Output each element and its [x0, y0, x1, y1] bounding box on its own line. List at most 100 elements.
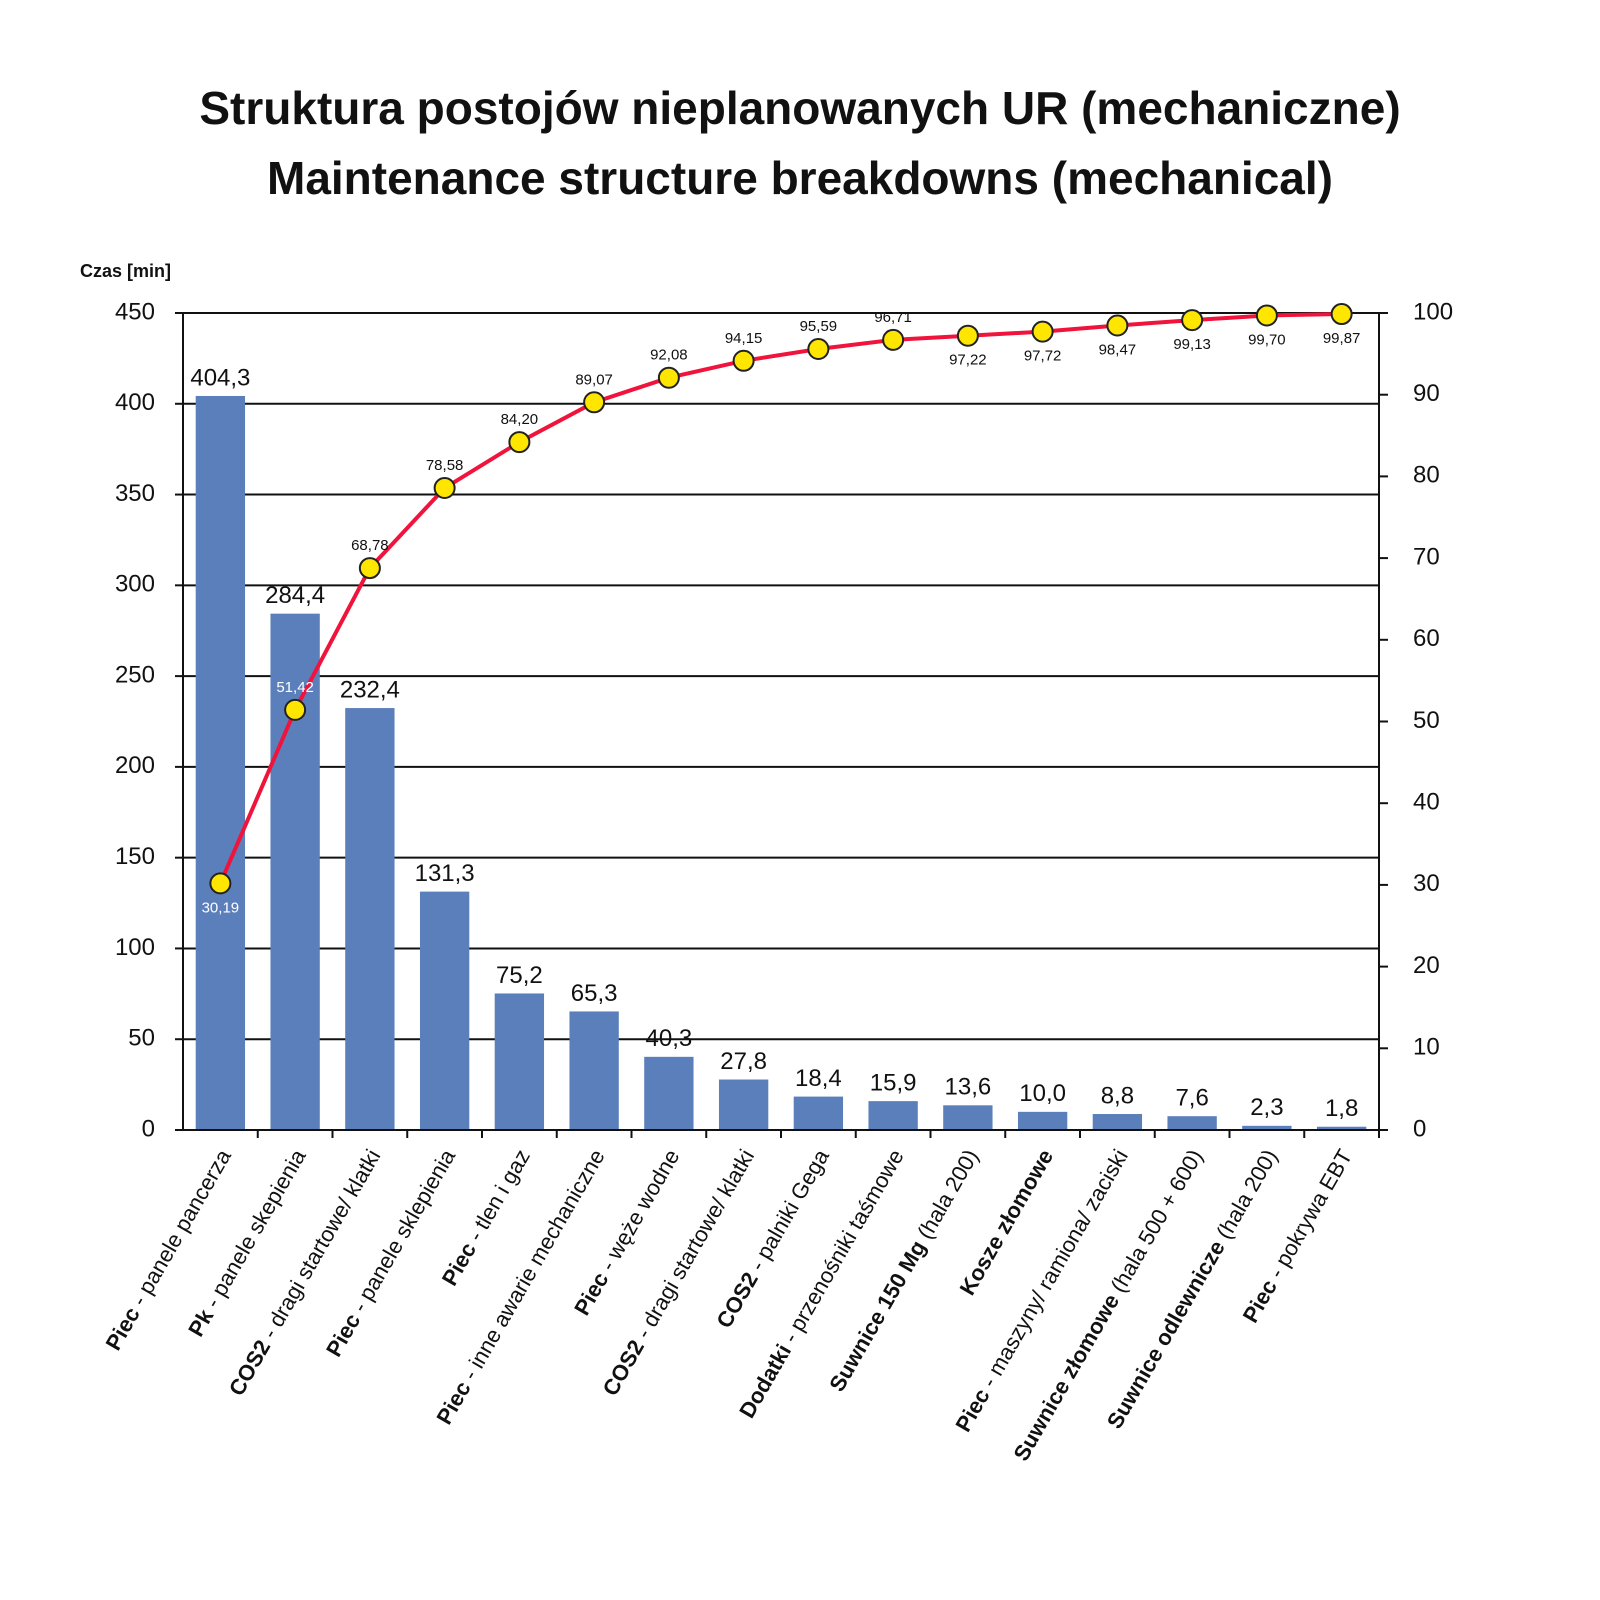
- bar-value-label: 10,0: [1019, 1080, 1066, 1107]
- y-tick-label: 300: [115, 571, 155, 598]
- category-text: - maszyny/ ramiona/ zaciski: [973, 1145, 1133, 1397]
- line-marker: [956, 324, 979, 347]
- bar-value-label: 13,6: [945, 1074, 992, 1101]
- line-marker: [882, 328, 905, 351]
- bar-value-label: 40,3: [646, 1025, 693, 1052]
- y-tick-label: 400: [115, 389, 155, 416]
- point-label: 97,22: [949, 352, 987, 369]
- category-text: (hala 200): [909, 1145, 983, 1249]
- point-label: 99,13: [1173, 336, 1211, 353]
- bar: [1017, 1111, 1068, 1130]
- y2-tick-label: 40: [1413, 789, 1440, 816]
- point-label: 95,59: [800, 318, 838, 335]
- line-marker: [358, 557, 381, 580]
- bar-value-label: 8,8: [1101, 1082, 1134, 1109]
- category-bold: COS2: [224, 1335, 276, 1399]
- point-label: 99,70: [1248, 331, 1286, 348]
- bar-value-label: 284,4: [265, 582, 325, 609]
- bar: [1316, 1126, 1367, 1130]
- point-label: 97,72: [1024, 348, 1062, 365]
- bar: [644, 1056, 694, 1130]
- bar-value-label: 7,6: [1175, 1085, 1208, 1112]
- x-tick-label: COS2 - dragi startowe/ klatki: [597, 1145, 759, 1400]
- point-label: 89,07: [575, 371, 613, 388]
- y-tick-label: 350: [115, 480, 155, 507]
- line-marker: [657, 366, 680, 389]
- bar-value-label: 75,2: [496, 962, 543, 989]
- bar: [195, 395, 246, 1130]
- y2-tick-label: 70: [1413, 543, 1440, 570]
- bar: [868, 1101, 918, 1130]
- x-tick-label: COS2 - dragi startowe/ klatki: [224, 1145, 386, 1400]
- bar-value-label: 1,8: [1325, 1095, 1358, 1122]
- category-text: (hala 200): [1208, 1145, 1282, 1249]
- y-tick-label: 150: [115, 843, 155, 870]
- line-marker: [1255, 304, 1278, 327]
- line: [218, 312, 1342, 885]
- x-tick-label: Piec - panele pancerza: [100, 1144, 236, 1354]
- line-marker: [433, 477, 456, 500]
- y2-tick-label: 80: [1413, 462, 1440, 489]
- y2-tick-label: 90: [1413, 380, 1440, 407]
- line-marker: [583, 391, 606, 414]
- line-marker: [508, 431, 531, 454]
- bar: [1167, 1116, 1217, 1130]
- point-label: 96,71: [874, 309, 912, 326]
- bar-value-label: 18,4: [795, 1065, 842, 1092]
- bar: [718, 1079, 769, 1130]
- y2-tick-label: 100: [1413, 298, 1453, 325]
- line-marker: [807, 338, 830, 361]
- y2-tick-label: 20: [1413, 952, 1440, 979]
- category-text: - inne awarie mechaniczne: [454, 1145, 610, 1389]
- bar: [793, 1096, 844, 1130]
- category-text: - tlen i gaz: [459, 1145, 534, 1251]
- bar-value-label: 65,3: [571, 980, 618, 1007]
- point-label: 68,78: [351, 537, 389, 554]
- line-marker: [1181, 309, 1204, 332]
- y2-tick-label: 50: [1413, 707, 1440, 734]
- bar: [494, 993, 545, 1130]
- y2-tick-label: 0: [1413, 1115, 1426, 1142]
- y-tick-label: 100: [115, 934, 155, 961]
- point-label: 30,19: [202, 899, 240, 916]
- chart-subtitle: Maintenance structure breakdowns (mechan…: [267, 152, 1333, 204]
- y-tick-label: 200: [115, 752, 155, 779]
- category-bold: COS2: [597, 1335, 649, 1399]
- bar: [943, 1105, 993, 1130]
- y2-tick-label: 10: [1413, 1034, 1440, 1061]
- line-marker: [1106, 314, 1129, 337]
- point-label: 94,15: [725, 330, 763, 347]
- y-tick-label: 250: [115, 661, 155, 688]
- bar-value-label: 131,3: [415, 860, 475, 887]
- y-tick-label: 0: [142, 1115, 155, 1142]
- bar-value-label: 15,9: [870, 1069, 917, 1096]
- y-axis-label: Czas [min]: [80, 261, 171, 281]
- line-marker: [284, 698, 307, 721]
- bar-value-label: 2,3: [1250, 1094, 1283, 1121]
- y-tick-label: 50: [128, 1025, 155, 1052]
- bar: [569, 1011, 619, 1130]
- bar: [1242, 1125, 1292, 1130]
- plot-frame: [182, 312, 1380, 1131]
- bar: [345, 708, 395, 1130]
- line-marker: [1031, 320, 1054, 343]
- y2-tick-label: 60: [1413, 625, 1440, 652]
- category-bold: Dodatki: [734, 1340, 796, 1422]
- point-label: 78,58: [426, 457, 464, 474]
- line-marker: [209, 872, 232, 895]
- line-marker: [732, 349, 755, 372]
- x-tick-label: Suwnice 150 Mg (hala 200): [824, 1145, 983, 1396]
- point-label: 98,47: [1099, 341, 1137, 358]
- y2-tick-label: 30: [1413, 870, 1440, 897]
- point-label: 84,20: [501, 411, 539, 428]
- y-tick-label: 450: [115, 298, 155, 325]
- chart-title: Struktura postojów nieplanowanych UR (me…: [199, 82, 1400, 134]
- line-marker: [1330, 303, 1353, 326]
- point-label: 92,08: [650, 347, 688, 364]
- bar: [1092, 1114, 1143, 1130]
- x-tick-label: Piec - panele sklepienia: [321, 1144, 460, 1361]
- category-bold: COS2: [711, 1268, 763, 1332]
- bar-value-label: 404,3: [190, 364, 250, 391]
- bar-value-label: 27,8: [720, 1048, 767, 1075]
- bar-value-label: 232,4: [340, 676, 400, 703]
